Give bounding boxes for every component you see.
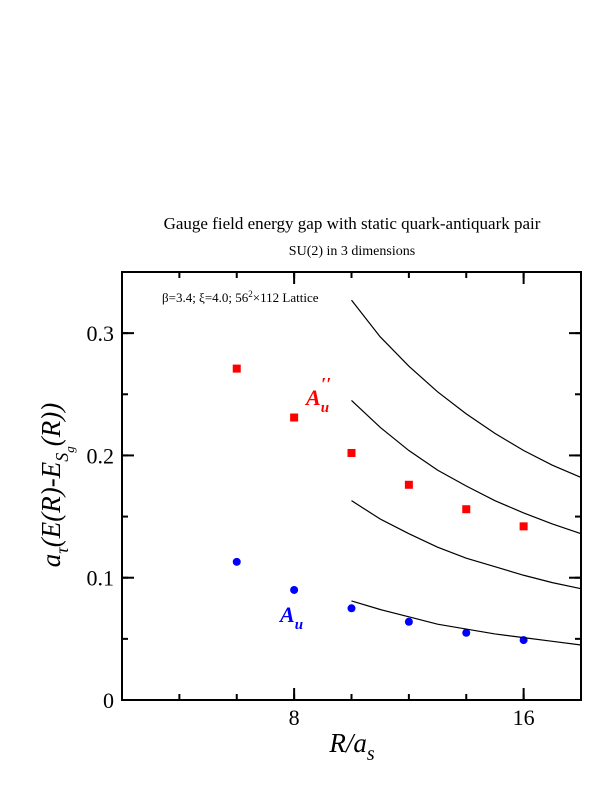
data-point xyxy=(290,585,299,594)
chart-title: Gauge field energy gap with static quark… xyxy=(164,214,541,233)
annotation-part: ×112 Lattice xyxy=(253,290,319,305)
x-tick-label: 8 xyxy=(289,705,300,730)
series-label-sub: u xyxy=(321,400,329,416)
data-point xyxy=(347,448,356,457)
annotation: β=3.4; ξ=4.0; 562×112 Lattice xyxy=(162,289,319,305)
data-point xyxy=(404,480,413,489)
data-point xyxy=(404,617,413,626)
series-label-main: A xyxy=(278,602,295,627)
fit-curve xyxy=(351,399,582,535)
data-point xyxy=(232,364,241,373)
data-point xyxy=(462,505,471,514)
series-label: Au xyxy=(278,602,303,633)
annotation-part: β=3.4; ξ=4.0; 56 xyxy=(162,290,249,305)
y-axis-label-part: τ xyxy=(52,547,72,554)
series-label-main: A xyxy=(304,385,321,410)
y-axis-label-part: a xyxy=(36,554,66,568)
series-label-sup: ′′ xyxy=(321,374,331,394)
data-point xyxy=(347,604,356,613)
x-axis-label: R/as xyxy=(328,728,375,765)
y-tick-label: 0.3 xyxy=(87,321,115,346)
data-point xyxy=(232,557,241,566)
fit-curve xyxy=(351,299,582,478)
y-tick-label: 0 xyxy=(103,688,114,713)
y-axis-label-part: (E(R)-E xyxy=(36,461,66,547)
y-tick-label: 0.1 xyxy=(87,566,115,591)
y-axis-label-part: (R)) xyxy=(36,403,66,446)
x-tick-label: 16 xyxy=(513,705,535,730)
x-axis-label-main: R/a xyxy=(328,728,367,758)
data-point xyxy=(290,413,299,422)
data-point xyxy=(519,522,528,531)
chart-subtitle: SU(2) in 3 dimensions xyxy=(289,244,415,259)
y-axis-label-part: S xyxy=(52,453,72,462)
y-axis-label: aτ(E(R)-ESg(R)) xyxy=(36,403,77,567)
fit-curve xyxy=(351,500,582,590)
fit-curve xyxy=(351,600,582,646)
y-axis-label-part: g xyxy=(62,446,77,453)
annotation-part: 2 xyxy=(248,289,253,299)
series-label: Au ′′ xyxy=(304,374,331,416)
y-tick-label: 0.2 xyxy=(87,443,115,468)
x-axis-label-sub: s xyxy=(367,743,375,765)
series-label-sub: u xyxy=(295,617,303,633)
data-point xyxy=(462,628,471,637)
